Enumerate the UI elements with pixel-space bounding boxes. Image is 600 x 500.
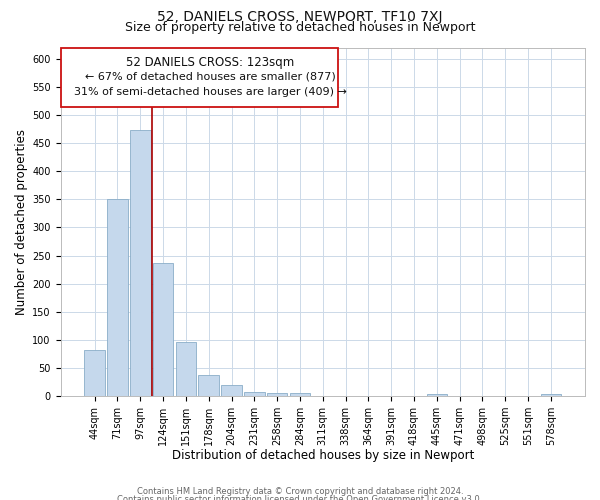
Bar — [427, 394, 447, 396]
Bar — [199, 376, 219, 396]
Bar — [153, 264, 173, 396]
Bar — [176, 342, 196, 396]
Bar — [244, 392, 265, 396]
Bar — [221, 386, 242, 396]
Bar — [107, 200, 128, 396]
Bar — [130, 130, 151, 396]
Bar — [267, 394, 287, 396]
Bar — [290, 394, 310, 396]
Text: Size of property relative to detached houses in Newport: Size of property relative to detached ho… — [125, 21, 475, 34]
Bar — [541, 394, 561, 396]
Text: Contains HM Land Registry data © Crown copyright and database right 2024.: Contains HM Land Registry data © Crown c… — [137, 488, 463, 496]
Text: 52, DANIELS CROSS, NEWPORT, TF10 7XJ: 52, DANIELS CROSS, NEWPORT, TF10 7XJ — [157, 10, 443, 24]
Text: 31% of semi-detached houses are larger (409) →: 31% of semi-detached houses are larger (… — [74, 87, 346, 97]
Bar — [85, 350, 105, 396]
Y-axis label: Number of detached properties: Number of detached properties — [15, 129, 28, 315]
FancyBboxPatch shape — [61, 48, 338, 107]
Text: ← 67% of detached houses are smaller (877): ← 67% of detached houses are smaller (87… — [85, 71, 335, 81]
Text: 52 DANIELS CROSS: 123sqm: 52 DANIELS CROSS: 123sqm — [126, 56, 294, 69]
X-axis label: Distribution of detached houses by size in Newport: Distribution of detached houses by size … — [172, 450, 474, 462]
Text: Contains public sector information licensed under the Open Government Licence v3: Contains public sector information licen… — [118, 495, 482, 500]
